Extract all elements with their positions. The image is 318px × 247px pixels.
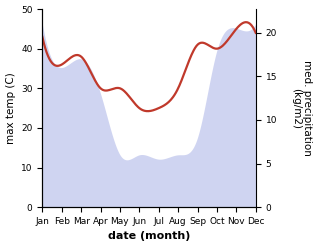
X-axis label: date (month): date (month) <box>108 231 190 242</box>
Y-axis label: max temp (C): max temp (C) <box>5 72 16 144</box>
Y-axis label: med. precipitation
(kg/m2): med. precipitation (kg/m2) <box>291 60 313 156</box>
